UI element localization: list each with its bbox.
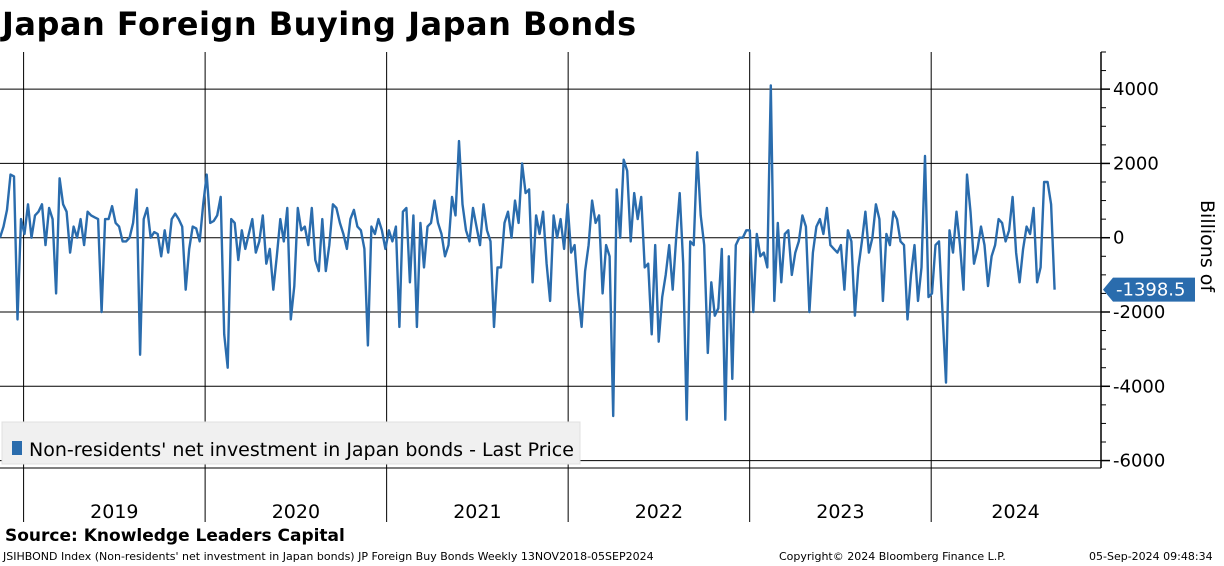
- grid-lines: [0, 52, 1101, 522]
- y-tick-label: -4000: [1113, 376, 1165, 397]
- footer-copyright: Copyright© 2024 Bloomberg Finance L.P.: [779, 550, 1006, 563]
- footer-description: JSIHBOND Index (Non-residents' net inves…: [3, 550, 654, 563]
- legend: Non-residents' net investment in Japan b…: [1, 421, 581, 465]
- last-value-label: -1398.5: [1116, 280, 1185, 301]
- x-tick-label: 2019: [90, 501, 138, 523]
- last-value-marker: -1398.5: [1103, 277, 1195, 302]
- chart-title: Japan Foreign Buying Japan Bonds: [2, 5, 637, 43]
- x-tick-label: 2021: [453, 501, 501, 523]
- y-tick-label: 2000: [1113, 153, 1159, 174]
- series-line: [0, 84, 1056, 421]
- y-axis: -6000 -4000 -2000 0 2000 4000: [0, 51, 1165, 472]
- x-tick-label: 2020: [272, 501, 320, 523]
- y-axis-label: Billions of: [1196, 200, 1218, 293]
- y-tick-label: -2000: [1113, 302, 1165, 323]
- x-tick-label: 2024: [991, 501, 1039, 523]
- x-axis: 2019 2020 2021 2022 2023 2024: [90, 501, 1040, 523]
- source-note: Source: Knowledge Leaders Capital: [5, 526, 345, 546]
- footer-timestamp: 05-Sep-2024 09:48:34: [1089, 550, 1213, 563]
- legend-swatch: [12, 441, 22, 455]
- legend-label: Non-residents' net investment in Japan b…: [29, 439, 574, 461]
- x-tick-label: 2022: [635, 501, 683, 523]
- last-value-box: [1103, 277, 1195, 302]
- series-layer: [0, 84, 1056, 421]
- y-tick-label: -6000: [1113, 451, 1165, 472]
- legend-box: [1, 421, 581, 465]
- y-tick-label: 0: [1113, 228, 1124, 249]
- y-tick-label: 4000: [1113, 79, 1159, 100]
- x-tick-label: 2023: [816, 501, 864, 523]
